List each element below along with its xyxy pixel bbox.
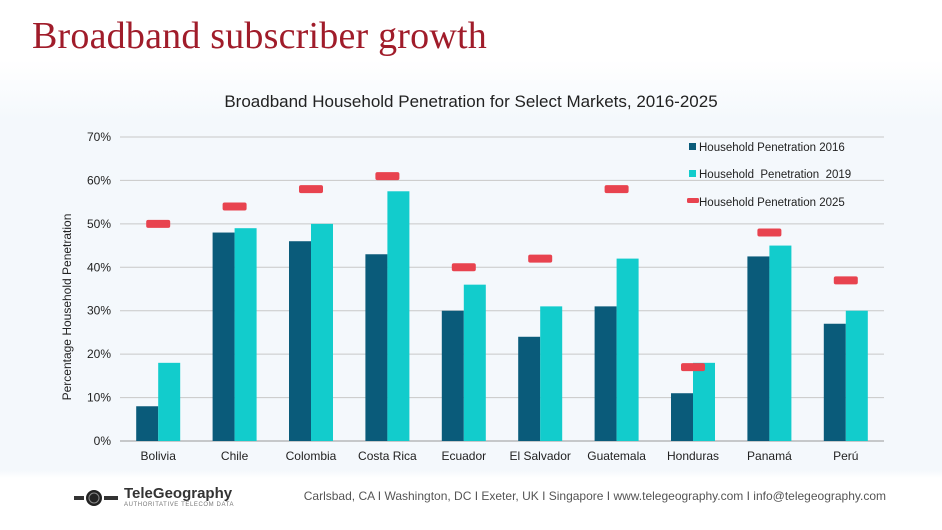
marker-2025 bbox=[451, 263, 476, 272]
legend-label: Household Penetration 2025 bbox=[699, 197, 845, 209]
x-tick-label: Ecuador bbox=[441, 449, 486, 463]
x-tick-label: El Salvador bbox=[510, 449, 571, 463]
bar-2019 bbox=[311, 223, 333, 441]
bar-2016 bbox=[136, 406, 159, 441]
bar-2019 bbox=[845, 310, 868, 441]
bar-2019 bbox=[463, 284, 486, 441]
marker-2025 bbox=[146, 219, 171, 228]
bar-2016 bbox=[594, 306, 617, 441]
marker-2025 bbox=[528, 254, 553, 263]
marker-2025 bbox=[222, 202, 247, 211]
y-tick-label: 60% bbox=[87, 173, 111, 187]
legend-swatch-2025 bbox=[687, 198, 699, 203]
logo-name: TeleGeography bbox=[124, 485, 233, 502]
x-tick-label: Panamá bbox=[747, 449, 792, 463]
legend-swatch-2019 bbox=[689, 170, 696, 177]
y-tick-label: 50% bbox=[87, 217, 111, 231]
footer bbox=[0, 478, 942, 530]
bar-2019 bbox=[234, 228, 257, 441]
bar-2016 bbox=[441, 310, 464, 441]
y-tick-label: 30% bbox=[87, 304, 111, 318]
telegeography-logo-icon bbox=[74, 490, 118, 506]
y-tick-label: 0% bbox=[94, 434, 112, 448]
marker-2025 bbox=[681, 363, 705, 372]
x-tick-label: Guatemala bbox=[587, 449, 646, 463]
x-tick-label: Perú bbox=[833, 449, 858, 463]
telegeography-logo: TeleGeography AUTHORITATIVE TELECOM DATA bbox=[74, 486, 234, 510]
x-tick-label: Chile bbox=[221, 449, 249, 463]
y-tick-label: 10% bbox=[87, 391, 111, 405]
legend-swatch-2016 bbox=[689, 143, 696, 150]
bar-2016 bbox=[365, 254, 388, 441]
y-tick-label: 20% bbox=[87, 347, 111, 361]
bar-2016 bbox=[518, 336, 541, 441]
bar-2016 bbox=[823, 323, 846, 441]
x-tick-label: Bolivia bbox=[141, 449, 177, 463]
bar-2016 bbox=[289, 241, 311, 441]
x-tick-label: Costa Rica bbox=[358, 449, 417, 463]
bar-2019 bbox=[616, 258, 639, 441]
bar-chart: 0% 10% 20% 30% 40% 50% 60% 70% Bolivia Chile Colo… bbox=[60, 130, 884, 463]
bar-2019 bbox=[540, 306, 563, 441]
slide-title: Broadband subscriber growth bbox=[32, 15, 487, 57]
marker-2025 bbox=[299, 185, 323, 194]
y-tick-label: 70% bbox=[87, 130, 111, 144]
y-tick-label: 40% bbox=[87, 260, 111, 274]
marker-2025 bbox=[375, 172, 400, 181]
chart-title: Broadband Household Penetration for Sele… bbox=[224, 92, 718, 111]
marker-2025 bbox=[757, 228, 782, 237]
bar-2016 bbox=[212, 232, 235, 441]
legend-label: Household Penetration 2019 bbox=[699, 169, 851, 181]
marker-2025 bbox=[833, 276, 858, 285]
footer-contact: Carlsbad, CA I Washington, DC I Exeter, … bbox=[303, 489, 886, 503]
logo-tagline: AUTHORITATIVE TELECOM DATA bbox=[124, 502, 235, 508]
y-axis-label: Percentage Household Penetration bbox=[60, 214, 74, 401]
bar-2016 bbox=[671, 393, 693, 441]
x-tick-label: Honduras bbox=[667, 449, 719, 463]
marker-2025 bbox=[604, 185, 629, 194]
bar-2019 bbox=[387, 191, 410, 441]
bar-2019 bbox=[769, 245, 792, 441]
bar-2019 bbox=[158, 362, 181, 441]
bar-2019 bbox=[693, 362, 715, 441]
legend-label: Household Penetration 2016 bbox=[699, 142, 845, 154]
bar-2016 bbox=[747, 256, 770, 441]
x-tick-label: Colombia bbox=[286, 449, 337, 463]
